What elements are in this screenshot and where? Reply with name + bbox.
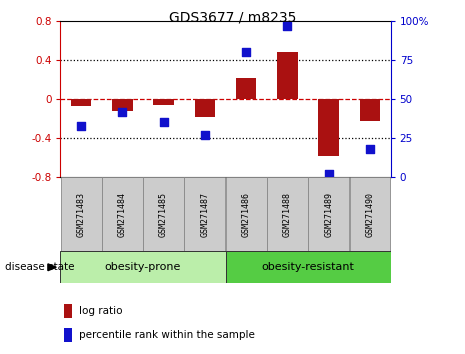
- Bar: [226, 177, 266, 251]
- Text: obesity-prone: obesity-prone: [105, 262, 181, 272]
- Text: GSM271484: GSM271484: [118, 192, 127, 237]
- Bar: [319, 99, 339, 156]
- Bar: [143, 177, 184, 251]
- Point: [119, 109, 126, 114]
- Point: [366, 146, 374, 152]
- Text: GDS3677 / m8235: GDS3677 / m8235: [169, 11, 296, 25]
- Bar: [308, 177, 349, 251]
- Text: GSM271489: GSM271489: [324, 192, 333, 237]
- Bar: [102, 177, 143, 251]
- Point: [325, 171, 332, 177]
- Polygon shape: [48, 264, 56, 271]
- Bar: [236, 78, 257, 99]
- Text: GSM271487: GSM271487: [200, 192, 209, 237]
- Text: GSM271486: GSM271486: [242, 192, 251, 237]
- Text: GSM271488: GSM271488: [283, 192, 292, 237]
- Bar: [267, 177, 308, 251]
- Text: log ratio: log ratio: [79, 306, 122, 316]
- Point: [284, 23, 291, 29]
- Point: [77, 123, 85, 129]
- Text: GSM271490: GSM271490: [365, 192, 374, 237]
- Bar: [112, 99, 133, 111]
- Bar: [60, 251, 226, 283]
- Bar: [153, 99, 174, 105]
- Bar: [194, 99, 215, 117]
- Text: GSM271483: GSM271483: [77, 192, 86, 237]
- Bar: [64, 304, 72, 318]
- Bar: [60, 177, 101, 251]
- Bar: [350, 177, 391, 251]
- Bar: [71, 99, 92, 106]
- Point: [242, 50, 250, 55]
- Bar: [185, 177, 226, 251]
- Text: obesity-resistant: obesity-resistant: [262, 262, 354, 272]
- Bar: [359, 99, 380, 120]
- Text: GSM271485: GSM271485: [159, 192, 168, 237]
- Point: [201, 132, 209, 138]
- Bar: [226, 251, 391, 283]
- Bar: [64, 328, 72, 342]
- Text: disease state: disease state: [5, 262, 74, 272]
- Text: percentile rank within the sample: percentile rank within the sample: [79, 330, 254, 339]
- Bar: [277, 52, 298, 99]
- Point: [160, 120, 167, 125]
